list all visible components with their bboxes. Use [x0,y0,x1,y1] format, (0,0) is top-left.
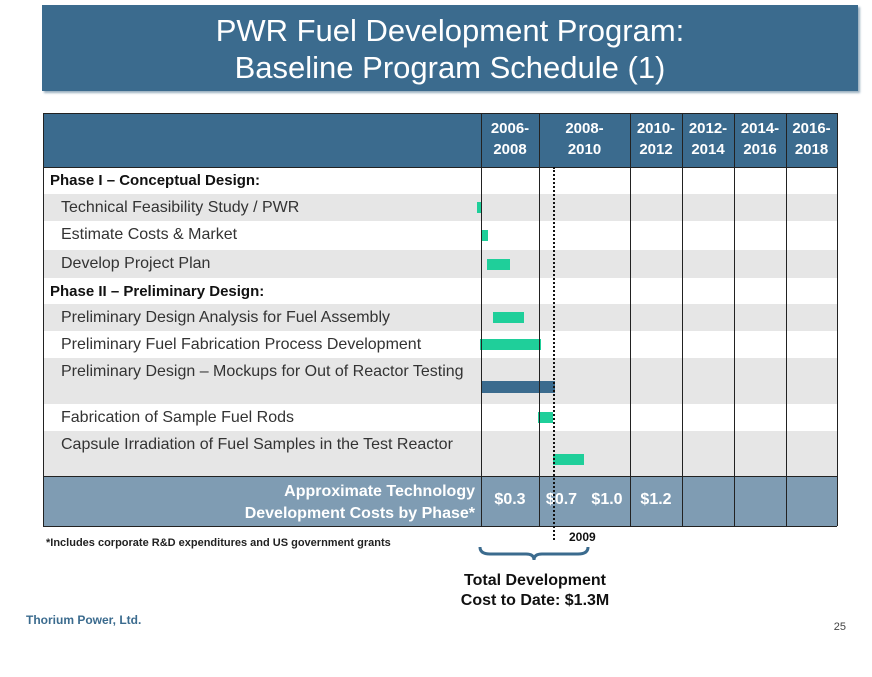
title-banner: PWR Fuel Development Program: Baseline P… [42,5,858,91]
grid-line [43,476,837,477]
column-header-line-2: 2014 [691,141,725,158]
today-marker-line [553,167,555,540]
grid-line [630,113,631,526]
task-label: Preliminary Fuel Fabrication Process Dev… [61,336,422,353]
gantt-bar [481,381,555,393]
column-header-line-1: 2016- [792,120,831,137]
row-shading [44,358,837,404]
column-header-line-2: 2008 [493,141,527,158]
grid-line [786,113,787,526]
task-label: Fabrication of Sample Fuel Rods [61,409,294,426]
column-header: 2014- 2016 [734,118,786,162]
column-header-line-1: 2010- [636,120,676,137]
column-header-line-1: 2014- [740,120,780,137]
column-header-line-2: 2012 [639,141,673,158]
total-line-2: Cost to Date: $1.3M [460,592,610,609]
column-header-line-1: 2006- [490,120,530,137]
gantt-bar [479,339,542,350]
grid-line [43,113,837,114]
column-header-line-2: 2018 [794,141,829,158]
task-label: Develop Project Plan [61,255,211,272]
grid-line [481,113,482,526]
column-header-line-1: 2008- [565,120,604,137]
grid-line [43,167,837,168]
column-header: 2010- 2012 [630,118,682,162]
cost-value: $1.0 [591,491,623,508]
column-header-line-2: 2010 [567,141,602,158]
row-shading [44,194,837,221]
cost-label-line-1: Approximate Technology [284,483,475,500]
gantt-bar [492,312,525,323]
title-line-2: Baseline Program Schedule (1) [234,50,666,85]
column-header: 2016- 2018 [786,118,837,162]
row-shading [44,431,837,476]
row-shading [44,304,837,331]
header-row [43,113,837,167]
grid-line [43,113,44,526]
cost-row-label: Approximate Technology Development Costs … [43,481,475,525]
row-shading [44,250,837,278]
column-header: 2008- 2010 [539,118,630,162]
page-number: 25 [833,621,846,633]
cost-value: $1.2 [640,491,672,508]
current-year-marker-label: 2009 [569,530,596,544]
gantt-bar [482,230,489,241]
task-label: Capsule Irradiation of Fuel Samples in t… [61,436,453,453]
gantt-bar [486,259,510,270]
task-label: Estimate Costs & Market [61,226,238,243]
total-line-1: Total Development [464,572,606,589]
task-label: Technical Feasibility Study / PWR [61,199,300,216]
title-line-1: PWR Fuel Development Program: [215,13,685,48]
grid-line [682,113,683,526]
grid-line [43,526,837,527]
cost-label-line-2: Development Costs by Phase* [244,505,475,522]
gantt-bar [476,202,481,213]
task-label: Preliminary Design – Mockups for Out of … [61,363,464,380]
cost-value: $0.7 [545,491,578,508]
phase-heading: Phase I – Conceptual Design: [50,172,261,189]
grid-line [539,113,540,526]
task-label: Preliminary Design Analysis for Fuel Ass… [61,309,391,326]
cost-row [43,476,837,526]
column-header-line-2: 2016 [743,141,777,158]
footnote: *Includes corporate R&D expenditures and… [46,537,391,549]
grid-line [734,113,735,526]
column-header-line-1: 2012- [688,120,728,137]
brace-icon [478,546,590,561]
column-header: 2012- 2014 [682,118,734,162]
gantt-bar [552,454,585,465]
grid-line [837,113,838,526]
total-cost-note: Total Development Cost to Date: $1.3M [430,571,640,611]
column-header: 2006- 2008 [481,118,539,162]
gantt-bar [537,412,553,423]
phase-heading: Phase II – Preliminary Design: [50,283,265,300]
cost-value: $0.3 [494,491,526,508]
company-logo-text: Thorium Power, Ltd. [26,613,142,627]
